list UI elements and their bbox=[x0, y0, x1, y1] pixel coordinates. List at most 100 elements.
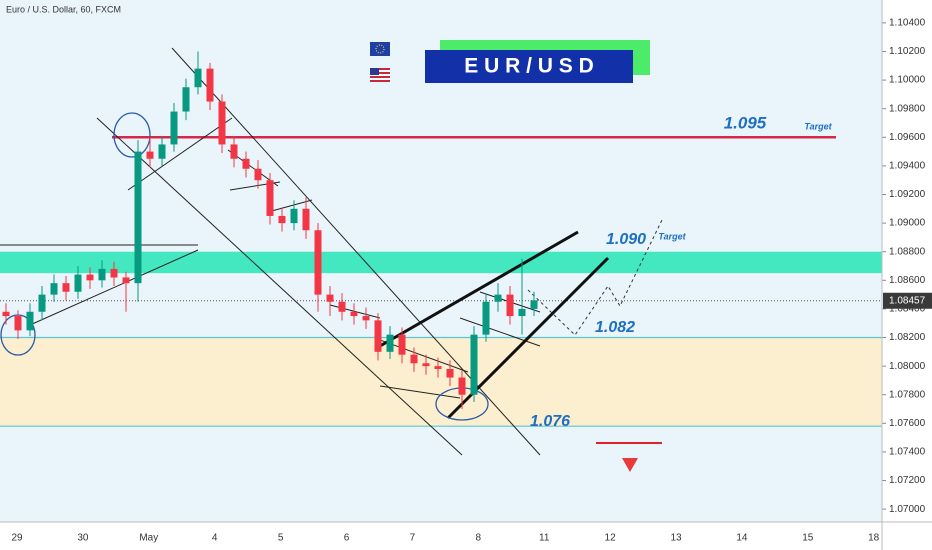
y-tick-label: 1.08600 bbox=[889, 275, 926, 286]
candle-body bbox=[290, 208, 298, 224]
y-tick-label: 1.08000 bbox=[889, 361, 926, 372]
trend-line bbox=[267, 199, 313, 213]
highlight-circle bbox=[113, 112, 151, 158]
y-tick-label: 1.09400 bbox=[889, 161, 926, 172]
trend-line bbox=[329, 304, 381, 319]
eu-flag bbox=[370, 42, 390, 56]
candle-body bbox=[398, 334, 406, 355]
us-stripe bbox=[370, 80, 390, 82]
y-tick-label: 1.07400 bbox=[889, 447, 926, 458]
candle-body bbox=[458, 377, 466, 395]
candle-body bbox=[230, 144, 238, 159]
candle-body bbox=[350, 311, 358, 317]
us-stripe bbox=[370, 68, 390, 70]
candle-body bbox=[266, 180, 274, 216]
y-tick-label: 1.07800 bbox=[889, 389, 926, 400]
y-tick-label: 1.09600 bbox=[889, 132, 926, 143]
candle-body bbox=[278, 215, 286, 224]
y-tick-label: 1.08400 bbox=[889, 304, 926, 315]
trend-line bbox=[379, 339, 469, 373]
annotation: 1.095 bbox=[724, 113, 767, 132]
annotation: 1.082 bbox=[595, 319, 635, 336]
x-tick-label: 12 bbox=[605, 533, 617, 544]
badge-text: E U R / U S D bbox=[464, 55, 594, 78]
candle-body bbox=[206, 68, 214, 102]
y-tick-label: 1.09000 bbox=[889, 218, 926, 229]
time-axis bbox=[0, 522, 882, 550]
candle-body bbox=[242, 158, 250, 169]
candle-body bbox=[218, 101, 226, 145]
candle-body bbox=[410, 354, 418, 364]
candle-body bbox=[386, 334, 394, 352]
candle-body bbox=[86, 274, 94, 281]
candle-body bbox=[26, 311, 34, 331]
price-axis bbox=[882, 0, 932, 550]
candle-body bbox=[62, 283, 70, 292]
candle-body bbox=[134, 151, 142, 284]
drawings bbox=[0, 47, 663, 472]
x-tick-label: 8 bbox=[476, 533, 482, 544]
x-tick-label: 30 bbox=[77, 533, 89, 544]
candle-body bbox=[338, 301, 346, 312]
flags bbox=[370, 42, 390, 82]
us-stripe bbox=[370, 76, 390, 78]
candle-body bbox=[182, 87, 190, 112]
candle-body bbox=[494, 294, 502, 302]
y-tick-label: 1.07200 bbox=[889, 475, 926, 486]
candle-body bbox=[122, 277, 130, 284]
candle-body bbox=[314, 230, 322, 295]
annotation: 1.090 bbox=[606, 231, 646, 248]
candle-body bbox=[422, 363, 430, 367]
zone bbox=[0, 251, 882, 274]
y-tick-label: 1.10000 bbox=[889, 75, 926, 86]
y-tick-label: 1.10400 bbox=[889, 18, 926, 29]
candle-body bbox=[506, 294, 514, 317]
x-tick-label: 29 bbox=[11, 533, 23, 544]
x-tick-label: 15 bbox=[802, 533, 814, 544]
candle-body bbox=[194, 68, 202, 88]
eu-stars bbox=[375, 44, 385, 54]
x-tick-label: 14 bbox=[736, 533, 748, 544]
x-tick-label: 18 bbox=[868, 533, 880, 544]
candle-body bbox=[482, 301, 490, 335]
trend-line bbox=[379, 385, 461, 399]
candle-body bbox=[74, 274, 82, 292]
candle-body bbox=[146, 151, 154, 159]
projection bbox=[527, 219, 663, 336]
candle-body bbox=[98, 268, 106, 281]
candle-body bbox=[446, 368, 454, 378]
annotation: Target bbox=[804, 121, 832, 131]
candle-body bbox=[158, 144, 166, 159]
us-stripe bbox=[370, 72, 390, 74]
x-tick-label: 6 bbox=[344, 533, 350, 544]
annotation: Target bbox=[658, 231, 686, 241]
candle-body bbox=[254, 168, 262, 181]
y-tick-label: 1.07000 bbox=[889, 504, 926, 515]
candle-body bbox=[302, 208, 310, 231]
candle-body bbox=[14, 316, 22, 331]
candle-body bbox=[326, 294, 334, 302]
candle-body bbox=[518, 308, 526, 317]
y-tick-label: 1.09800 bbox=[889, 103, 926, 114]
x-tick-label: 5 bbox=[278, 533, 284, 544]
y-tick-label: 1.10200 bbox=[889, 46, 926, 57]
wedge-line bbox=[379, 230, 579, 348]
candle-body bbox=[2, 311, 10, 317]
candle-body bbox=[110, 268, 118, 278]
x-tick-label: 4 bbox=[212, 533, 218, 544]
current-price-label: 1.08457 bbox=[889, 295, 926, 306]
channel-line bbox=[96, 117, 463, 456]
trend-line bbox=[127, 117, 233, 191]
x-tick-label: 7 bbox=[410, 533, 416, 544]
candle-body bbox=[362, 316, 370, 321]
x-tick-label: 13 bbox=[670, 533, 682, 544]
y-tick-label: 1.09200 bbox=[889, 189, 926, 200]
y-tick-label: 1.08200 bbox=[889, 332, 926, 343]
current-price-box bbox=[883, 292, 932, 309]
us-canton bbox=[370, 68, 379, 75]
badge bbox=[425, 50, 633, 83]
candle-body bbox=[530, 300, 538, 309]
x-tick-label: May bbox=[139, 533, 158, 544]
candle-body bbox=[170, 111, 178, 145]
down-arrow bbox=[622, 458, 638, 472]
